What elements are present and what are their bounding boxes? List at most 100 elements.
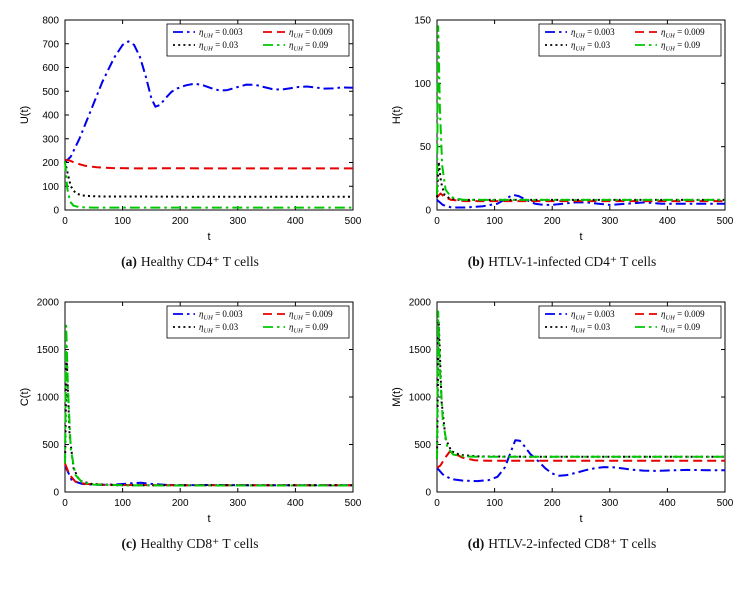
caption-label-a: (a) — [121, 254, 137, 269]
chart-svg-b: 0 100 200 300 400 500 0 50 100 150 t H(t) ηUH = 0.00… — [387, 10, 737, 246]
svg-text:ηUH = 0.09: ηUH = 0.09 — [661, 322, 701, 335]
svg-text:ηUH = 0.03: ηUH = 0.03 — [199, 322, 239, 335]
svg-text:400: 400 — [42, 111, 59, 122]
caption-title-d: HTLV-2-infected CD8⁺ T cells — [488, 536, 657, 551]
svg-text:400: 400 — [287, 216, 304, 227]
svg-text:200: 200 — [172, 498, 189, 509]
svg-text:500: 500 — [345, 498, 362, 509]
svg-text:50: 50 — [420, 142, 432, 153]
svg-text:500: 500 — [42, 87, 59, 98]
panel-a: 0 100 200 300 400 500 0 100 200 300 400 500 600 700 80… — [10, 10, 370, 270]
svg-text:2000: 2000 — [409, 298, 432, 309]
svg-text:300: 300 — [229, 498, 246, 509]
caption-title-b: HTLV-1-infected CD4⁺ T cells — [488, 254, 657, 269]
svg-text:0: 0 — [53, 206, 59, 217]
caption-label-d: (d) — [467, 536, 485, 551]
svg-text:ηUH = 0.009: ηUH = 0.009 — [661, 309, 705, 322]
svg-text:ηUH = 0.09: ηUH = 0.09 — [289, 322, 329, 335]
chart-svg-a: 0 100 200 300 400 500 0 100 200 300 400 500 600 700 80… — [15, 10, 365, 246]
svg-text:100: 100 — [486, 216, 503, 227]
svg-text:t: t — [579, 513, 582, 525]
svg-text:C(t): C(t) — [19, 388, 31, 406]
svg-text:0: 0 — [434, 498, 440, 509]
svg-text:400: 400 — [287, 498, 304, 509]
legend-box — [538, 305, 722, 339]
svg-text:100: 100 — [42, 182, 59, 193]
panel-b: 0 100 200 300 400 500 0 50 100 150 t H(t) ηUH = 0.00… — [382, 10, 742, 270]
panel-c: 0 100 200 300 400 500 0 500 1000 1500 2000 t C(t) ηUH… — [10, 292, 370, 552]
svg-text:500: 500 — [414, 440, 431, 451]
svg-text:500: 500 — [717, 216, 734, 227]
svg-text:300: 300 — [229, 216, 246, 227]
svg-text:ηUH = 0.09: ηUH = 0.09 — [289, 40, 329, 53]
caption-label-c: (c) — [121, 536, 137, 551]
svg-text:ηUH = 0.003: ηUH = 0.003 — [199, 27, 243, 40]
svg-text:400: 400 — [659, 498, 676, 509]
caption-title-c: Healthy CD8⁺ T cells — [140, 536, 259, 551]
svg-text:200: 200 — [172, 216, 189, 227]
panel-d: 0 100 200 300 400 500 0 500 1000 1500 2000 t M(t) ηUH… — [382, 292, 742, 552]
svg-text:0: 0 — [62, 498, 68, 509]
svg-text:0: 0 — [425, 206, 431, 217]
svg-text:ηUH = 0.009: ηUH = 0.009 — [289, 27, 333, 40]
svg-text:300: 300 — [601, 498, 618, 509]
svg-text:ηUH = 0.009: ηUH = 0.009 — [661, 27, 705, 40]
svg-text:700: 700 — [42, 39, 59, 50]
svg-text:100: 100 — [114, 498, 131, 509]
svg-text:150: 150 — [414, 16, 431, 27]
chart-healthy-cd4: 0 100 200 300 400 500 0 100 200 300 400 500 600 700 80… — [15, 10, 365, 246]
chart-svg-c: 0 100 200 300 400 500 0 500 1000 1500 2000 t C(t) ηUH… — [15, 292, 365, 528]
svg-text:ηUH = 0.03: ηUH = 0.03 — [199, 40, 239, 53]
legend-box — [538, 23, 722, 57]
svg-text:2000: 2000 — [37, 298, 60, 309]
svg-text:ηUH = 0.009: ηUH = 0.009 — [289, 309, 333, 322]
caption-label-b: (b) — [467, 254, 485, 269]
figure-grid: 0 100 200 300 400 500 0 100 200 300 400 500 600 700 80… — [10, 10, 742, 552]
panel-caption-b: (b) HTLV-1-infected CD4⁺ T cells — [468, 254, 656, 270]
chart-htlv2-cd8: 0 100 200 300 400 500 0 500 1000 1500 2000 t M(t) ηUH… — [387, 292, 737, 528]
svg-text:ηUH = 0.03: ηUH = 0.03 — [571, 322, 611, 335]
svg-text:t: t — [207, 513, 210, 525]
svg-text:1500: 1500 — [409, 345, 432, 356]
svg-text:0: 0 — [434, 216, 440, 227]
svg-text:100: 100 — [114, 216, 131, 227]
svg-text:100: 100 — [414, 79, 431, 90]
svg-text:U(t): U(t) — [19, 106, 31, 124]
svg-text:0: 0 — [425, 488, 431, 499]
svg-text:ηUH = 0.003: ηUH = 0.003 — [199, 309, 243, 322]
chart-svg-d: 0 100 200 300 400 500 0 500 1000 1500 2000 t M(t) ηUH… — [387, 292, 737, 528]
svg-text:500: 500 — [42, 440, 59, 451]
panel-caption-d: (d) HTLV-2-infected CD8⁺ T cells — [468, 536, 656, 552]
panel-caption-c: (c) Healthy CD8⁺ T cells — [122, 536, 259, 552]
svg-text:200: 200 — [42, 158, 59, 169]
svg-text:200: 200 — [544, 216, 561, 227]
chart-htlv1-cd4: 0 100 200 300 400 500 0 50 100 150 t H(t) ηUH = 0.00… — [387, 10, 737, 246]
legend-box — [166, 23, 350, 57]
svg-text:500: 500 — [345, 216, 362, 227]
svg-text:800: 800 — [42, 16, 59, 27]
svg-text:ηUH = 0.03: ηUH = 0.03 — [571, 40, 611, 53]
svg-text:600: 600 — [42, 63, 59, 74]
svg-text:1500: 1500 — [37, 345, 60, 356]
legend-box — [166, 305, 350, 339]
svg-text:300: 300 — [601, 216, 618, 227]
caption-title-a: Healthy CD4⁺ T cells — [140, 254, 259, 269]
svg-text:0: 0 — [62, 216, 68, 227]
svg-text:M(t): M(t) — [391, 387, 403, 407]
svg-text:t: t — [207, 231, 210, 243]
svg-text:100: 100 — [486, 498, 503, 509]
svg-text:500: 500 — [717, 498, 734, 509]
svg-text:1000: 1000 — [409, 393, 432, 404]
svg-text:ηUH = 0.003: ηUH = 0.003 — [571, 309, 615, 322]
svg-text:300: 300 — [42, 134, 59, 145]
svg-text:200: 200 — [544, 498, 561, 509]
svg-text:0: 0 — [53, 488, 59, 499]
svg-text:1000: 1000 — [37, 393, 60, 404]
chart-healthy-cd8: 0 100 200 300 400 500 0 500 1000 1500 2000 t C(t) ηUH… — [15, 292, 365, 528]
svg-text:H(t): H(t) — [391, 106, 403, 124]
svg-text:ηUH = 0.09: ηUH = 0.09 — [661, 40, 701, 53]
svg-text:t: t — [579, 231, 582, 243]
svg-text:ηUH = 0.003: ηUH = 0.003 — [571, 27, 615, 40]
panel-caption-a: (a) Healthy CD4⁺ T cells — [121, 254, 259, 270]
figure: 0 100 200 300 400 500 0 100 200 300 400 500 600 700 80… — [10, 10, 742, 552]
